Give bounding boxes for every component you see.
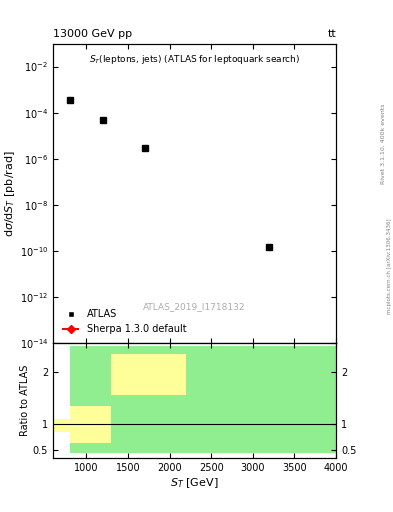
X-axis label: $S_T$ [GeV]: $S_T$ [GeV] [170, 476, 219, 489]
Text: $S_T$(leptons, jets) (ATLAS for leptoquark search): $S_T$(leptons, jets) (ATLAS for leptoqua… [89, 53, 300, 66]
Bar [70, 406, 111, 442]
Bar [53, 419, 70, 432]
Bar [111, 346, 186, 453]
Text: mcplots.cern.ch [arXiv:1306.3436]: mcplots.cern.ch [arXiv:1306.3436] [387, 219, 391, 314]
Y-axis label: d$\sigma$/d$S_T$ [pb/rad]: d$\sigma$/d$S_T$ [pb/rad] [3, 150, 17, 237]
Y-axis label: Ratio to ATLAS: Ratio to ATLAS [20, 365, 30, 436]
Bar [53, 419, 70, 430]
Legend: ATLAS, Sherpa 1.3.0 default: ATLAS, Sherpa 1.3.0 default [58, 306, 191, 338]
Bar [186, 346, 336, 453]
Bar [70, 346, 111, 453]
Text: 13000 GeV pp: 13000 GeV pp [53, 29, 132, 39]
Text: tt: tt [327, 29, 336, 39]
Text: ATLAS_2019_I1718132: ATLAS_2019_I1718132 [143, 303, 246, 312]
Text: Rivet 3.1.10, 400k events: Rivet 3.1.10, 400k events [381, 103, 386, 184]
Bar [111, 353, 186, 395]
